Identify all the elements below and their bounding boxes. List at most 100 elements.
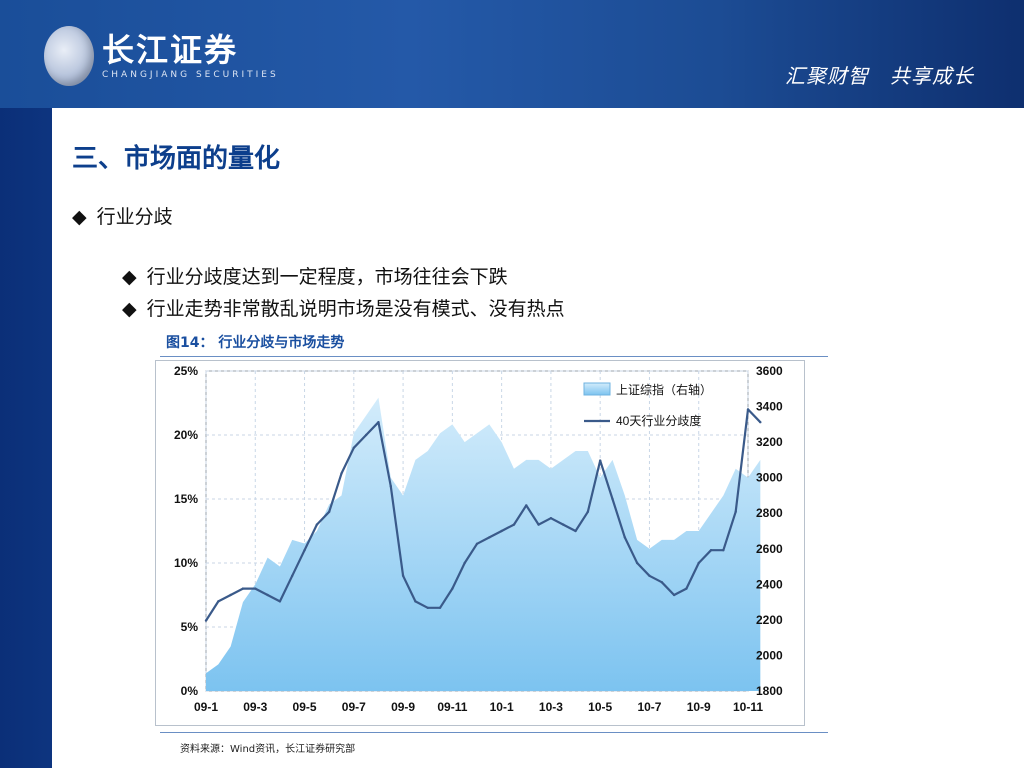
x-axis-tick-label: 09-5 [293,700,317,714]
right-axis-tick-label: 2800 [756,506,783,520]
line-data-point [340,472,343,475]
line-data-point [377,421,380,424]
bullet-level-2: ◆ 行业走势非常散乱说明市场是没有模式、没有热点 [122,294,565,321]
bullet-level-2: ◆ 行业分歧度达到一定程度，市场往往会下跌 [122,262,508,289]
line-data-point [598,459,602,462]
x-axis-tick-label: 10-7 [637,700,661,714]
line-data-point [438,606,442,609]
line-data-point [672,593,676,597]
header-bar: 长江证券 CHANGJIANG SECURITIES 汇聚财智 共享成长 [0,0,1024,108]
diamond-bullet-icon: ◆ [122,266,137,288]
bullet-2-text: 行业分歧度达到一定程度，市场往往会下跌 [146,266,508,288]
line-data-point [229,593,232,597]
source-divider [160,732,828,733]
logo-emblem-icon [44,26,94,86]
x-axis-tick-label: 09-1 [194,700,218,714]
x-axis-tick-label: 10-1 [490,700,514,714]
left-axis-tick-label: 25% [174,364,198,378]
line-data-point [475,542,479,545]
line-data-point [549,517,553,520]
line-data-point [389,485,392,488]
left-axis-tick-label: 5% [181,620,199,634]
line-data-point [451,587,454,590]
line-data-point [364,433,368,437]
line-data-point [315,523,319,526]
diamond-bullet-icon: ◆ [72,206,87,228]
x-axis-tick-label: 09-3 [243,700,267,714]
figure-caption: 图14： 行业分歧与市场走势 [166,335,345,351]
bullet-level-1: ◆ 行业分歧 [72,202,173,229]
bullet-1-text: 行业分歧 [96,206,173,228]
line-data-point [414,600,417,603]
x-axis-tick-label: 10-5 [588,700,612,714]
chart-frame: 0% 5% 10% 15% 20% 25% 1800 2000 2200 2400 2600 2800… [155,360,805,726]
legend-label-area: 上证综指（右轴） [616,382,712,397]
line-data-point [660,581,663,584]
line-data-point [722,549,725,552]
line-data-point [500,529,503,533]
line-data-point [512,523,516,526]
left-axis-tick-label: 20% [174,428,198,442]
line-data-point [562,523,565,526]
x-axis-tick-label: 09-11 [437,700,467,714]
data-source-note: 资料来源：Wind资讯，长江证券研究部 [180,744,356,755]
x-axis-tick-label: 10-9 [687,700,711,714]
x-axis-tick-label: 10-3 [539,700,563,714]
line-data-point [327,510,331,513]
slide-title: 三、市场面的量化 [72,144,281,174]
line-data-point [635,561,639,565]
legend-label-line: 40天行业分歧度 [616,413,701,428]
line-data-point [204,619,208,622]
line-data-point [574,529,577,533]
line-data-point [217,600,220,603]
diamond-bullet-icon: ◆ [122,298,137,320]
right-axis-tick-label: 2600 [756,542,783,556]
left-axis-tick-label: 10% [174,556,198,570]
right-axis-tick-label: 3200 [756,435,783,449]
slogan: 汇聚财智 共享成长 [785,64,974,88]
line-data-point [537,523,540,526]
right-axis-tick-label: 2000 [756,648,783,662]
line-data-point [611,497,614,501]
logo-english-name: CHANGJIANG SECURITIES [102,70,279,80]
series-area-shanghai-index [206,397,761,691]
divergence-market-chart: 0% 5% 10% 15% 20% 25% 1800 2000 2200 2400 2600 2800… [174,364,783,714]
line-data-point [254,587,257,590]
left-axis-tick-label: 0% [181,684,199,698]
line-data-point [525,504,528,507]
line-data-point [697,561,700,565]
line-data-point [303,549,306,552]
series-line-industry-divergence [205,408,762,622]
right-axis-tick-label: 3000 [756,471,783,485]
company-logo: 长江证券 CHANGJIANG SECURITIES [44,26,279,86]
bullet-3-text: 行业走势非常散乱说明市场是没有模式、没有热点 [146,298,565,320]
legend-swatch-area [583,382,611,396]
line-data-point [623,536,627,539]
line-data-point [352,446,356,449]
line-data-point [759,421,762,424]
right-axis-tick-label: 3600 [756,364,783,378]
line-data-point [685,587,688,590]
line-data-point [734,510,737,513]
line-data-point [709,549,713,552]
line-data-point [648,574,651,577]
line-data-point [278,600,282,603]
x-axis-tick-label: 09-9 [391,700,415,714]
left-axis-tick-label: 15% [174,492,198,506]
line-data-point [586,510,590,513]
line-data-point [266,593,269,597]
line-data-point [241,587,245,590]
right-axis-tick-label: 2200 [756,613,783,627]
slide-content: 三、市场面的量化 ◆ 行业分歧 ◆ 行业分歧度达到一定程度，市场往往会下跌 ◆ 行业走… [52,108,1024,768]
logo-chinese-name: 长江证券 [102,31,239,69]
line-data-point [426,606,429,609]
right-axis-tick-label: 2400 [756,577,783,591]
line-data-point [746,408,750,411]
line-data-point [401,574,405,577]
line-data-point [291,574,294,577]
x-axis-tick-label: 10-11 [733,700,763,714]
right-axis-tick-label: 3400 [756,400,783,414]
x-axis-tick-label: 09-7 [342,700,366,714]
caption-divider [160,356,828,357]
line-data-point [488,536,491,539]
